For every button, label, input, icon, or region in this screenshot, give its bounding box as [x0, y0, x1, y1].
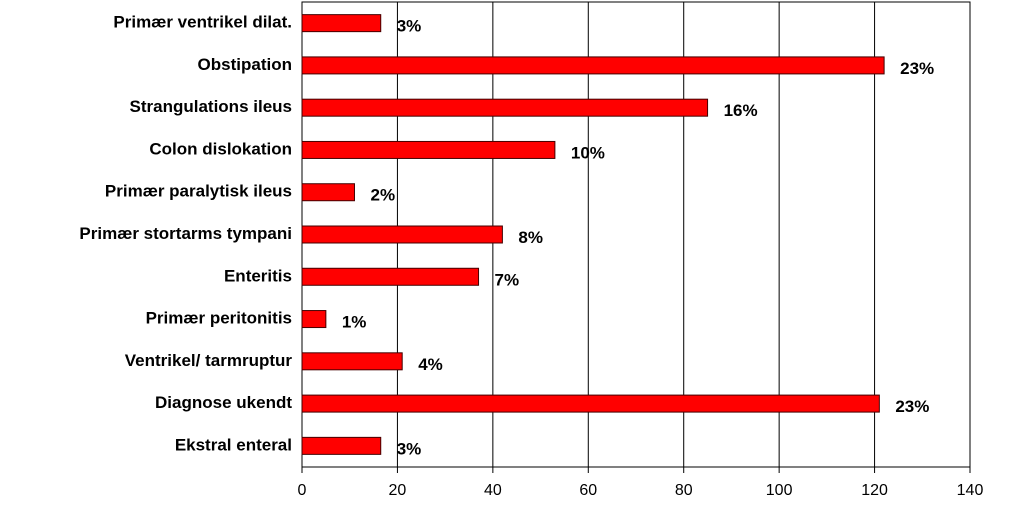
- x-tick-label: 60: [579, 482, 597, 499]
- x-tick-label: 100: [766, 482, 793, 499]
- category-label: Primær ventrikel dilat.: [113, 13, 292, 32]
- value-label: 4%: [418, 355, 443, 374]
- bar: [301, 56, 885, 75]
- category-label: Primær peritonitis: [146, 309, 292, 328]
- bar: [301, 436, 382, 455]
- value-label: 10%: [571, 143, 605, 162]
- value-label: 8%: [518, 228, 543, 247]
- value-label: 3%: [397, 439, 422, 458]
- category-label: Ventrikel/ tarmruptur: [125, 351, 293, 370]
- x-tick-label: 80: [675, 482, 693, 499]
- value-label: 2%: [370, 186, 395, 205]
- value-label: 3%: [397, 17, 422, 36]
- bar: [301, 394, 880, 413]
- bar: [301, 140, 556, 159]
- category-label: Primær stortarms tympani: [79, 224, 292, 243]
- category-label: Enteritis: [224, 266, 292, 285]
- bar: [301, 225, 503, 244]
- x-tick-label: 0: [298, 482, 307, 499]
- bar: [301, 98, 709, 117]
- category-label: Primær paralytisk ileus: [105, 182, 292, 201]
- value-label: 7%: [495, 270, 520, 289]
- value-label: 23%: [900, 59, 934, 78]
- bar: [301, 183, 355, 202]
- value-label: 23%: [895, 397, 929, 416]
- value-label: 1%: [342, 313, 367, 332]
- category-label: Colon dislokation: [149, 139, 292, 158]
- bar: [301, 352, 403, 371]
- x-tick-label: 40: [484, 482, 502, 499]
- category-label: Ekstral enteral: [175, 435, 292, 454]
- x-tick-label: 140: [957, 482, 984, 499]
- x-tick-label: 20: [389, 482, 407, 499]
- bar: [301, 310, 327, 329]
- category-label: Strangulations ileus: [130, 97, 292, 116]
- category-label: Obstipation: [198, 55, 292, 74]
- bar: [301, 14, 382, 33]
- value-label: 16%: [724, 101, 758, 120]
- x-tick-label: 120: [861, 482, 888, 499]
- category-label: Diagnose ukendt: [155, 393, 292, 412]
- bar: [301, 267, 480, 286]
